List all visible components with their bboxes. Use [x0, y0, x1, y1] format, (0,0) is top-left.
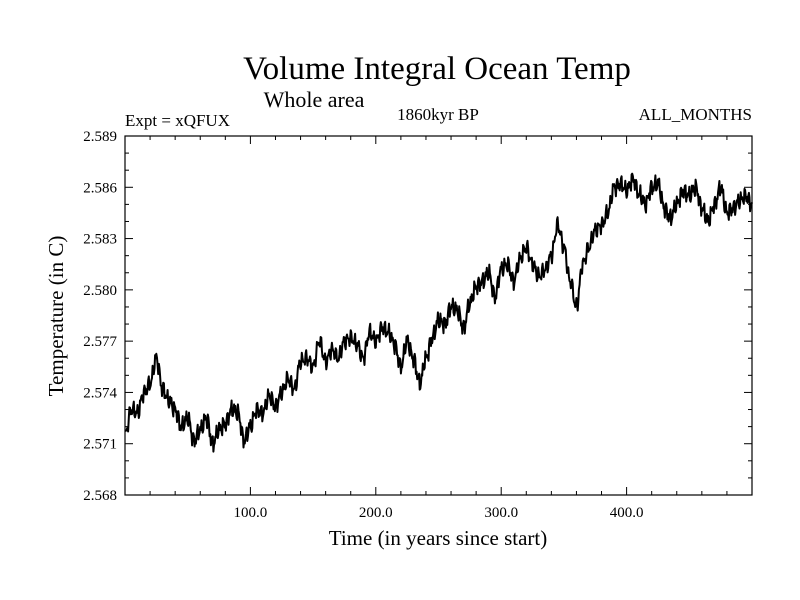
x-axis-label: Time (in years since start): [329, 526, 548, 550]
y-tick-label: 2.568: [83, 488, 117, 504]
y-tick-label: 2.589: [83, 129, 117, 145]
x-tick-label: 400.0: [610, 505, 644, 521]
temperature-series-line: [124, 172, 753, 453]
y-tick-label: 2.574: [83, 385, 117, 401]
y-tick-label: 2.580: [83, 283, 117, 299]
y-tick-label: 2.571: [83, 437, 117, 453]
chart-subtitle: Whole area: [264, 87, 365, 112]
period-label: 1860kyr BP: [397, 105, 479, 124]
plot-frame: [124, 135, 753, 496]
x-axis-ticks: 100.0 200.0 300.0 400.0: [149, 136, 728, 521]
x-tick-label: 100.0: [234, 505, 268, 521]
y-axis-ticks: 2.568 2.571 2.574 2.577 2.580 2.583 2.586 2.589: [83, 129, 752, 504]
x-tick-label: 300.0: [484, 505, 518, 521]
x-tick-label: 200.0: [359, 505, 393, 521]
y-tick-label: 2.586: [83, 180, 117, 196]
experiment-label: Expt = xQFUX: [125, 111, 230, 130]
months-label: ALL_MONTHS: [639, 105, 752, 124]
y-axis-label: Temperature (in C): [44, 236, 68, 397]
y-tick-label: 2.577: [83, 334, 117, 350]
y-tick-label: 2.583: [83, 232, 117, 248]
chart-title: Volume Integral Ocean Temp: [243, 51, 631, 87]
